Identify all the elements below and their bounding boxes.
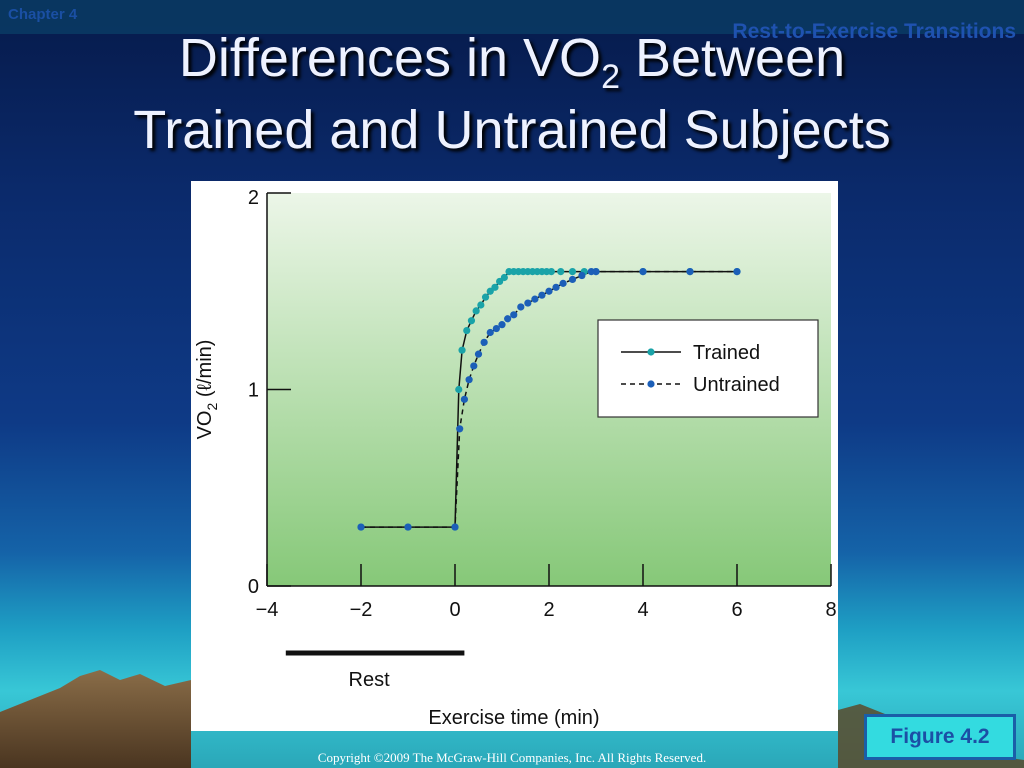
header-band [0, 0, 1024, 34]
untrained-point [578, 271, 586, 280]
trained-legend-label: Trained [693, 342, 760, 364]
untrained-point [480, 338, 488, 346]
untrained-point [404, 523, 412, 531]
legend-box [597, 319, 819, 418]
untrained-point [538, 291, 546, 299]
untrained-point [486, 328, 494, 337]
untrained-legend-label: Untrained [693, 374, 780, 396]
trained-point [557, 268, 565, 276]
untrained-point [357, 523, 365, 531]
trained-point [467, 317, 476, 325]
untrained-point [568, 275, 577, 284]
y-tick-label: 1 [248, 380, 259, 402]
rest-label: Rest [349, 669, 391, 691]
untrained-legend-marker [647, 380, 655, 388]
untrained-point [474, 350, 483, 358]
untrained-point [559, 279, 567, 287]
untrained-point [451, 523, 459, 531]
trained-point [547, 268, 555, 276]
trained-point [463, 326, 471, 335]
x-tick-label: 0 [449, 599, 460, 621]
x-tick-label: 2 [543, 599, 554, 621]
copyright-text: Copyright ©2009 The McGraw-Hill Companie… [317, 750, 707, 765]
figure-label: Figure 4.2 [864, 714, 1016, 760]
x-tick-label: −4 [256, 599, 279, 621]
title-line-2: Trained and Untrained Subjects [133, 100, 891, 160]
untrained-point [686, 268, 694, 276]
untrained-point [592, 268, 600, 276]
trained-point [477, 301, 485, 309]
trained-point [491, 283, 499, 291]
untrained-point [733, 268, 741, 276]
trained-point [472, 307, 480, 315]
y-tick-label: 2 [248, 187, 259, 209]
x-tick-label: 8 [825, 599, 836, 621]
figure-panel: −4 −2 0 2 4 6 8 0 1 2 VO2 (ℓ/min) Exercise time (mi… [191, 181, 838, 731]
untrained-point [524, 299, 532, 307]
slide-title: Differences in VO2 Between Trained and U… [0, 22, 1024, 166]
untrained-point [456, 425, 464, 433]
trained-legend-marker [647, 348, 655, 356]
vo2-chart: −4 −2 0 2 4 6 8 0 1 2 VO2 (ℓ/min) Exercise time (mi… [194, 187, 837, 729]
x-axis-label: Exercise time (min) [428, 707, 599, 729]
untrained-point [552, 283, 560, 291]
y-tick-label: 0 [248, 576, 259, 598]
untrained-point [498, 321, 506, 329]
untrained-point [517, 303, 525, 311]
x-tick-label: 4 [637, 599, 648, 621]
chapter-label: Chapter 4 [8, 6, 78, 23]
untrained-point [531, 295, 539, 303]
untrained-point [465, 376, 473, 384]
untrained-point [639, 268, 647, 276]
topic-label: Rest-to-Exercise Transitions [732, 20, 1016, 43]
untrained-point [492, 324, 500, 333]
trained-point [455, 385, 463, 394]
y-axis-label: VO2 (ℓ/min) [194, 340, 220, 440]
x-tick-label: −2 [350, 599, 373, 621]
untrained-point [504, 315, 512, 323]
trained-point [500, 273, 508, 282]
untrained-point [510, 311, 518, 319]
trained-point [458, 346, 466, 354]
x-tick-label: 6 [731, 599, 742, 621]
untrained-point [545, 287, 553, 295]
trained-point [568, 268, 577, 276]
untrained-point [460, 395, 468, 403]
trained-point [481, 293, 490, 301]
untrained-point [470, 362, 478, 370]
title-line-1: Differences in VO2 Between [178, 28, 846, 96]
